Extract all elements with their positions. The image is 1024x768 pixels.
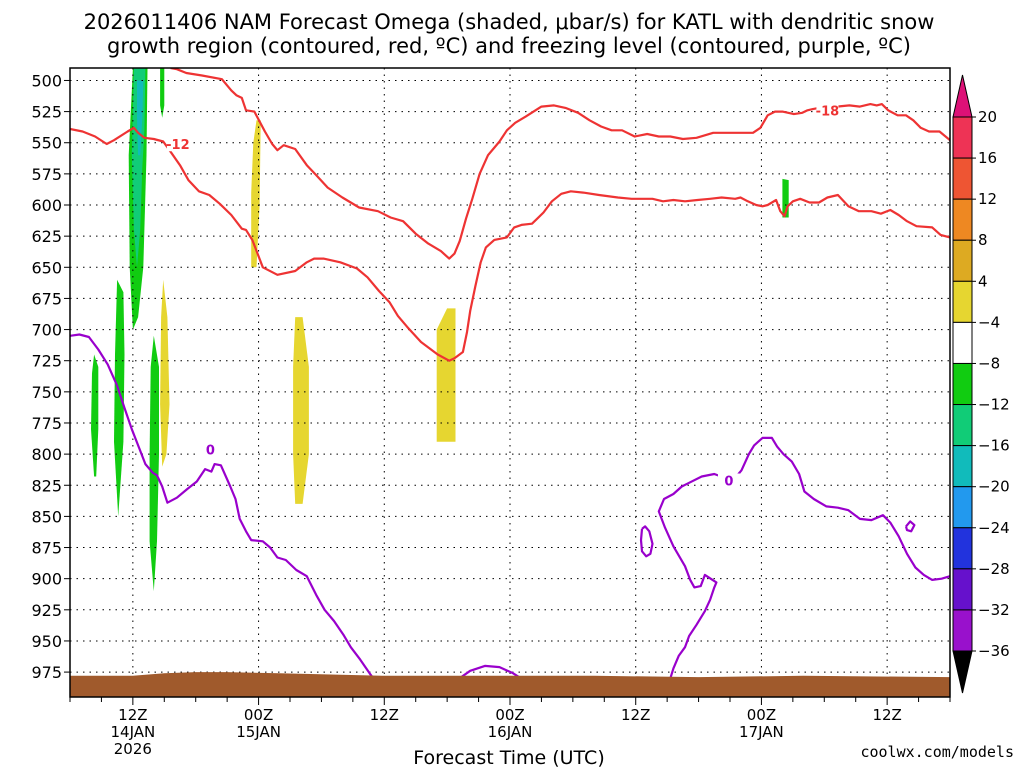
- y-tick-label-900: 900: [31, 570, 62, 589]
- colorbar-bottom-arrow: [952, 650, 973, 694]
- colorbar-label-11: −28: [978, 560, 1010, 578]
- x-axis-title: Forecast Time (UTC): [413, 747, 604, 768]
- y-tick-label-825: 825: [31, 476, 62, 495]
- x-tick-label-42-1: 16JAN: [488, 723, 533, 741]
- y-tick-label-875: 875: [31, 539, 62, 558]
- colorbar-top-arrow: [952, 74, 973, 118]
- colorbar-swatch-4: [952, 280, 973, 323]
- y-tick-label-775: 775: [31, 414, 62, 433]
- colorbar-swatch-10: [952, 527, 973, 570]
- omega-shade-upward-3: [114, 279, 125, 517]
- contour-label-dgz-minus18: -18: [816, 105, 840, 120]
- x-tick-label-6-0: 12Z: [118, 706, 147, 724]
- colorbar-swatch-11: [952, 568, 973, 611]
- x-tick-label-66-0: 00Z: [747, 706, 776, 724]
- colorbar-swatch-9: [952, 486, 973, 529]
- y-tick-label-625: 625: [31, 227, 62, 246]
- colorbar-label-13: −36: [978, 642, 1010, 660]
- contour-dgz-minus12: [70, 126, 950, 362]
- x-tick-label-6-2: 2026: [114, 740, 152, 758]
- colorbar-swatch-5: [952, 321, 973, 364]
- chart-title-line-1: 2026011406 NAM Forecast Omega (shaded, μ…: [84, 10, 935, 34]
- y-tick-label-925: 925: [31, 601, 62, 620]
- x-tick-label-18-0: 00Z: [244, 706, 273, 724]
- x-tick-label-18-1: 15JAN: [236, 723, 281, 741]
- colorbar-label-12: −32: [978, 601, 1010, 619]
- y-tick-label-850: 850: [31, 507, 62, 526]
- colorbar-swatch-3: [952, 239, 973, 282]
- colorbar-swatch-1: [952, 157, 973, 200]
- colorbar-swatch-12: [952, 609, 973, 652]
- y-tick-label-550: 550: [31, 134, 62, 153]
- y-tick-label-675: 675: [31, 289, 62, 308]
- colorbar-swatch-7: [952, 404, 973, 447]
- colorbar-swatch-2: [952, 198, 973, 241]
- y-tick-label-500: 500: [31, 71, 62, 90]
- y-tick-label-600: 600: [31, 196, 62, 215]
- colorbar-label-3: 8: [978, 231, 988, 249]
- contour-label-bg-freezing-0-left: [199, 442, 222, 457]
- y-tick-label-700: 700: [31, 321, 62, 340]
- y-tick-label-950: 950: [31, 632, 62, 651]
- omega-shade-sinking-3: [293, 317, 309, 504]
- y-tick-label-525: 525: [31, 103, 62, 122]
- credit-text: coolwx.com/models: [860, 743, 1014, 761]
- colorbar-label-2: 12: [978, 190, 997, 208]
- plot-background: [70, 68, 950, 697]
- y-tick-label-975: 975: [31, 663, 62, 682]
- omega-shade-upward-2: [91, 354, 99, 477]
- ground-terrain: [70, 672, 950, 697]
- colorbar-swatch-0: [952, 116, 973, 159]
- colorbar-label-0: 20: [978, 108, 997, 126]
- omega-shade-upward-4: [149, 335, 159, 592]
- colorbar-label-5: −4: [978, 313, 1000, 331]
- contour-freezing-0-blob-a: [639, 525, 654, 558]
- y-tick-label-650: 650: [31, 258, 62, 277]
- contour-freezing-0-blob-b: [904, 520, 916, 533]
- colorbar-label-9: −20: [978, 478, 1010, 496]
- colorbar-swatch-6: [952, 362, 973, 406]
- colorbar-label-4: 4: [978, 272, 988, 290]
- colorbar-swatch-8: [952, 445, 973, 488]
- colorbar: 20 16 12 8 4 −4 −8 −12 −16 −20 −24 −28 −32 −36: [952, 74, 1010, 694]
- colorbar-label-7: −12: [978, 396, 1010, 414]
- x-tick-label-66-1: 17JAN: [739, 723, 784, 741]
- contour-freezing-0-left: [70, 333, 386, 692]
- contour-label-freezing-0-right: 0: [724, 475, 733, 490]
- omega-shade-sinking-2: [160, 279, 170, 467]
- plot-area: -12 -18 0 0: [69, 67, 951, 698]
- colorbar-label-10: −24: [978, 519, 1010, 537]
- x-tick-label-54-0: 12Z: [621, 706, 650, 724]
- colorbar-label-1: 16: [978, 149, 997, 167]
- y-tick-label-800: 800: [31, 445, 62, 464]
- x-tick-label-78-0: 12Z: [872, 706, 901, 724]
- omega-shade-upward-1-core-b: [137, 80, 144, 156]
- contour-label-dgz-minus12: -12: [166, 138, 190, 153]
- x-tick-label-6-1: 14JAN: [110, 723, 155, 741]
- contour-label-freezing-0-left: 0: [206, 443, 215, 458]
- contour-label-bg-dgz-minus12: [166, 137, 189, 152]
- omega-shade-sinking-4: [436, 308, 456, 442]
- contour-label-bg-dgz-minus18: [816, 103, 839, 118]
- colorbar-label-6: −8: [978, 354, 1000, 372]
- x-tick-label-42-0: 00Z: [495, 706, 524, 724]
- y-tick-label-750: 750: [31, 383, 62, 402]
- contour-label-bg-freezing-0-right: [717, 473, 740, 488]
- x-tick-label-30-0: 12Z: [370, 706, 399, 724]
- chart-title-line-2: growth region (contoured, red, ºC) and f…: [107, 34, 911, 58]
- y-tick-label-725: 725: [31, 352, 62, 371]
- colorbar-label-8: −16: [978, 437, 1010, 455]
- y-tick-label-575: 575: [31, 165, 62, 184]
